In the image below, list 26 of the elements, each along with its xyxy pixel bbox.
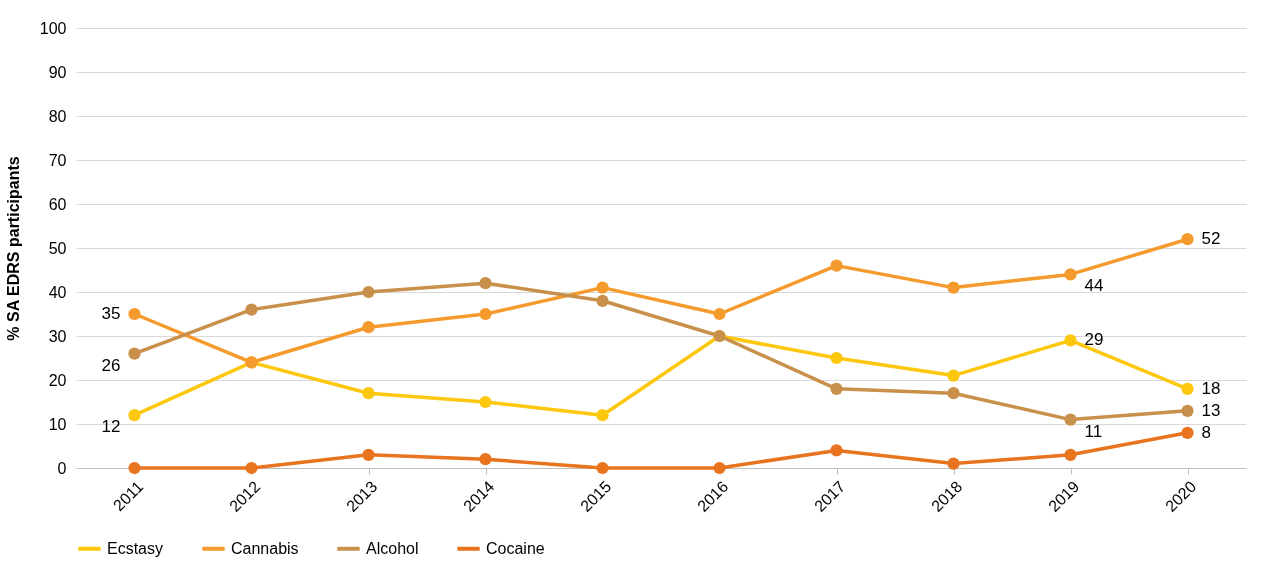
y-tick-label: 0 — [57, 459, 67, 477]
legend-label: Alcohol — [366, 539, 419, 557]
y-tick-label: 40 — [48, 283, 67, 301]
y-tick-label: 60 — [48, 195, 67, 213]
data-label: 52 — [1201, 229, 1221, 249]
y-tick-label: 10 — [48, 415, 67, 433]
y-tick-label: 80 — [48, 107, 67, 125]
data-label: 44 — [1084, 276, 1104, 296]
legend-label: Cannabis — [231, 539, 299, 557]
y-tick-label: 50 — [48, 239, 67, 257]
data-label: 8 — [1201, 422, 1211, 442]
data-label: 35 — [101, 304, 121, 323]
data-label: 11 — [1084, 421, 1103, 441]
legend-label: Cocaine — [486, 539, 545, 557]
y-tick-label: 70 — [48, 151, 67, 169]
data-label: 18 — [1201, 378, 1221, 398]
legend-label: Ecstasy — [107, 539, 164, 557]
y-tick-label: 30 — [48, 327, 67, 345]
y-tick-label: 90 — [48, 63, 67, 81]
y-tick-label: 100 — [39, 19, 67, 37]
y-axis-title: % SA EDRS participants — [4, 156, 22, 341]
data-label: 13 — [1201, 400, 1221, 420]
y-tick-label: 20 — [48, 371, 67, 389]
data-label: 29 — [1084, 330, 1104, 350]
data-label: 12 — [101, 417, 121, 437]
data-label: 26 — [101, 355, 121, 375]
